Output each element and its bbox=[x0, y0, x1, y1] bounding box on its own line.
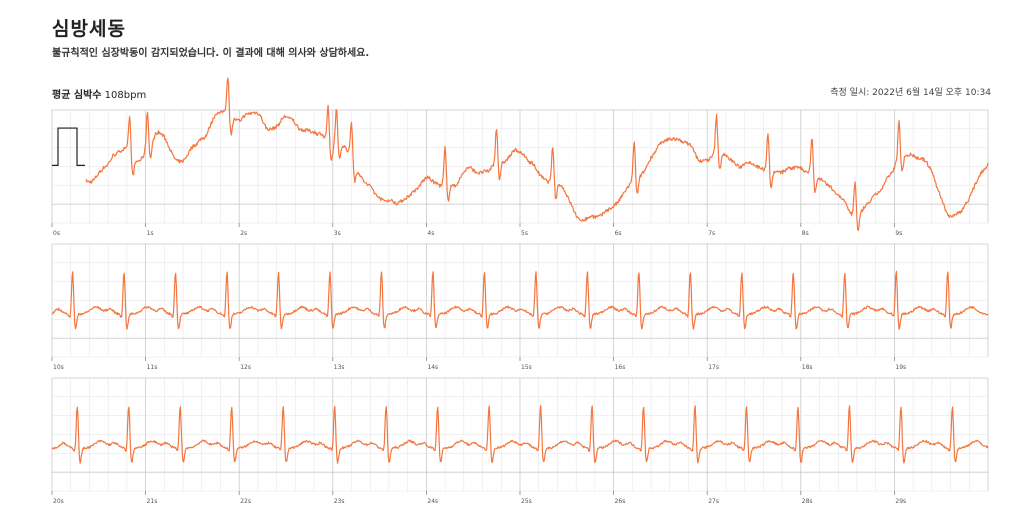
x-tick-label: 4s bbox=[427, 230, 434, 237]
x-tick-label: 16s bbox=[615, 364, 626, 371]
x-tick-label: 10s bbox=[53, 364, 64, 371]
average-heart-rate-label: 평균 심박수 bbox=[52, 90, 102, 101]
ecg-strip-1: 0s 1s 2s 3s 4s 5s 6s 7s 8s 9s bbox=[51, 77, 989, 237]
x-tick-label: 27s bbox=[708, 498, 719, 505]
ecg-trace bbox=[51, 270, 989, 330]
calibration-pulse bbox=[52, 127, 85, 166]
x-tick-label: 8s bbox=[802, 230, 809, 237]
average-heart-rate-value: 108bpm bbox=[104, 90, 147, 101]
x-tick-label: 19s bbox=[895, 364, 906, 371]
x-tick-label: 0s bbox=[53, 230, 60, 237]
x-tick-label: 15s bbox=[521, 364, 532, 371]
recorded-timestamp: 측정 일시: 2022년 6월 14일 오후 10:34 bbox=[830, 88, 991, 98]
x-tick-label: 9s bbox=[895, 230, 902, 237]
x-tick-label: 7s bbox=[708, 230, 715, 237]
x-tick-label: 22s bbox=[240, 498, 251, 505]
x-tick-label: 21s bbox=[147, 498, 158, 505]
average-heart-rate: 평균 심박수 108bpm bbox=[52, 86, 146, 101]
page-title: 심방세동 bbox=[52, 18, 126, 40]
x-tick-label: 14s bbox=[427, 364, 438, 371]
x-tick-label: 28s bbox=[802, 498, 813, 505]
ecg-strip-3: 20s 21s 22s 23s 24s 25s 26s 27s 28s 29s bbox=[51, 377, 989, 505]
ecg-trace bbox=[85, 77, 989, 232]
x-tick-label: 24s bbox=[427, 498, 438, 505]
x-tick-label: 11s bbox=[147, 364, 158, 371]
x-tick-label: 18s bbox=[802, 364, 813, 371]
result-message: 불규칙적인 심장박동이 감지되었습니다. 이 결과에 대해 의사와 상담하세요. bbox=[52, 48, 370, 59]
x-tick-label: 6s bbox=[615, 230, 622, 237]
x-tick-label: 25s bbox=[521, 498, 532, 505]
x-tick-label: 29s bbox=[895, 498, 906, 505]
x-tick-label: 1s bbox=[147, 230, 154, 237]
ecg-trace bbox=[51, 405, 989, 464]
x-tick-label: 5s bbox=[521, 230, 528, 237]
x-tick-label: 17s bbox=[708, 364, 719, 371]
x-tick-label: 2s bbox=[240, 230, 247, 237]
x-tick-label: 26s bbox=[615, 498, 626, 505]
ecg-strip-2: 10s 11s 12s 13s 14s 15s 16s 17s 18s 19s bbox=[51, 243, 989, 371]
x-tick-label: 23s bbox=[334, 498, 345, 505]
x-tick-label: 13s bbox=[334, 364, 345, 371]
x-tick-label: 20s bbox=[53, 498, 64, 505]
x-tick-label: 12s bbox=[240, 364, 251, 371]
x-tick-label: 3s bbox=[334, 230, 341, 237]
